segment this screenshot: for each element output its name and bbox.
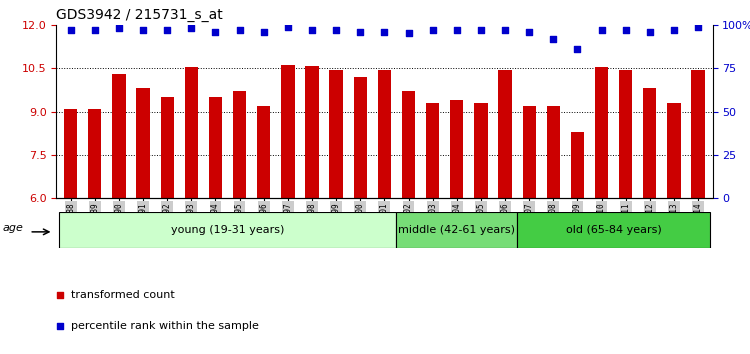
Bar [233, 91, 246, 198]
Bar [184, 67, 198, 198]
Point [161, 27, 173, 33]
Point [499, 27, 511, 33]
Bar [209, 97, 222, 198]
Text: percentile rank within the sample: percentile rank within the sample [71, 321, 259, 331]
Point [596, 27, 608, 33]
Bar [523, 106, 536, 198]
Bar [619, 70, 632, 198]
Point [233, 27, 245, 33]
Bar [450, 100, 464, 198]
Bar [547, 106, 560, 198]
Point [185, 25, 197, 31]
Bar [517, 212, 710, 248]
Bar [378, 70, 391, 198]
Point [53, 292, 65, 298]
Text: GDS3942 / 215731_s_at: GDS3942 / 215731_s_at [56, 8, 223, 22]
Bar [668, 103, 680, 198]
Bar [474, 103, 488, 198]
Bar [595, 67, 608, 198]
Bar [571, 132, 584, 198]
Point [282, 24, 294, 29]
Bar [64, 109, 77, 198]
Point [403, 30, 415, 36]
Point [475, 27, 487, 33]
Point [548, 36, 560, 41]
Point [64, 27, 76, 33]
Point [330, 27, 342, 33]
Point [524, 29, 536, 35]
Bar [402, 91, 416, 198]
Point [137, 27, 149, 33]
Point [668, 27, 680, 33]
Point [427, 27, 439, 33]
Point [209, 29, 221, 35]
Point [451, 27, 463, 33]
Bar [329, 70, 343, 198]
Text: age: age [3, 223, 24, 233]
Bar [112, 74, 125, 198]
Point [88, 27, 101, 33]
Bar [305, 66, 319, 198]
Bar [498, 70, 512, 198]
Bar [397, 212, 517, 248]
Text: old (65-84 years): old (65-84 years) [566, 225, 662, 235]
Point [354, 29, 366, 35]
Point [692, 24, 704, 29]
Point [644, 29, 656, 35]
Bar [353, 77, 367, 198]
Point [572, 46, 584, 52]
Bar [644, 88, 656, 198]
Point [620, 27, 632, 33]
Bar [160, 97, 174, 198]
Bar [692, 70, 705, 198]
Bar [257, 106, 271, 198]
Bar [88, 109, 101, 198]
Point [258, 29, 270, 35]
Point [113, 25, 125, 31]
Point [378, 29, 390, 35]
Bar [426, 103, 439, 198]
Text: transformed count: transformed count [71, 290, 175, 300]
Bar [136, 88, 150, 198]
Bar [281, 65, 295, 198]
Text: young (19-31 years): young (19-31 years) [171, 225, 284, 235]
Bar [58, 212, 397, 248]
Text: middle (42-61 years): middle (42-61 years) [398, 225, 515, 235]
Point [53, 324, 65, 329]
Point [306, 27, 318, 33]
